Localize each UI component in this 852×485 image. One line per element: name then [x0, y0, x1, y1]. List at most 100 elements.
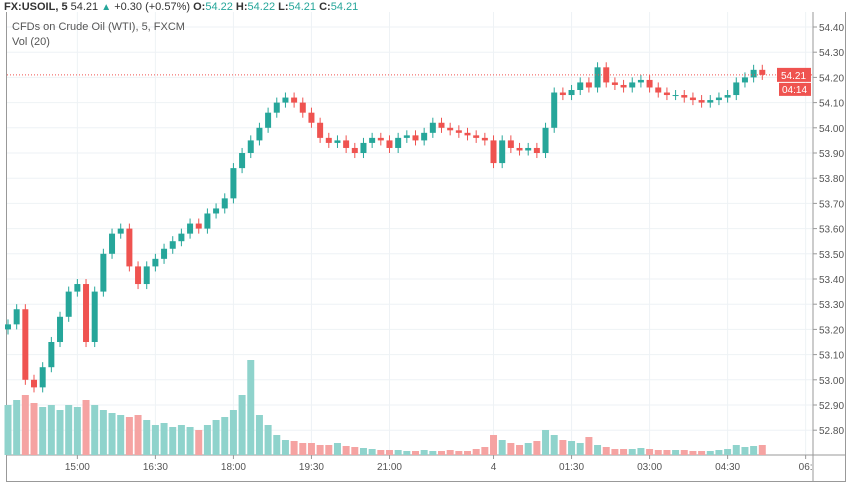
- volume-bar: [542, 430, 550, 455]
- volume-bar: [654, 450, 662, 455]
- candle-body: [724, 95, 731, 98]
- x-tick-label: 19:30: [299, 462, 324, 473]
- candle-body: [126, 228, 133, 267]
- x-tick-label: 16:30: [143, 462, 168, 473]
- candle-body: [412, 135, 419, 141]
- volume-bar: [307, 443, 315, 455]
- symbol: FX:USOIL, 5: [4, 1, 68, 13]
- volume-bar: [169, 427, 177, 455]
- volume-bar: [177, 425, 185, 455]
- volume-bar: [620, 449, 628, 455]
- volume-bar: [359, 448, 367, 455]
- y-tick-label: 53.20: [819, 325, 844, 336]
- candle-body: [169, 241, 176, 249]
- volume-bar: [672, 450, 680, 455]
- volume-bar: [134, 415, 142, 455]
- candle-body: [117, 228, 124, 234]
- candle-body: [533, 147, 540, 153]
- candle-body: [403, 135, 410, 138]
- volume-bar: [377, 450, 385, 455]
- candle-body: [733, 82, 740, 96]
- candle-body: [620, 84, 627, 88]
- y-tick-label: 52.80: [819, 426, 844, 437]
- candle-body: [351, 147, 358, 153]
- volume-bar: [351, 447, 359, 455]
- volume-bar: [490, 435, 498, 455]
- candle-body: [161, 248, 168, 259]
- volume-bar: [732, 445, 740, 455]
- candle-body: [473, 135, 480, 138]
- candle-body: [516, 147, 523, 151]
- x-tick-label: 01:30: [559, 462, 584, 473]
- volume-bar: [568, 441, 576, 455]
- volume-bar: [602, 447, 610, 455]
- y-tick-label: 53.80: [819, 174, 844, 185]
- candle-body: [525, 147, 532, 151]
- volume-bar: [4, 405, 12, 455]
- candle-body: [195, 223, 202, 229]
- candle-body: [291, 97, 298, 103]
- volume-bar: [73, 407, 81, 455]
- volume-bar: [221, 417, 229, 455]
- volume-bar: [637, 448, 645, 455]
- candle-body: [629, 82, 636, 88]
- volume-bar: [30, 403, 38, 455]
- y-tick-label: 54.00: [819, 124, 844, 135]
- x-tick-label: 15:00: [65, 462, 90, 473]
- candle-body: [282, 97, 289, 103]
- volume-bar: [455, 451, 463, 455]
- candle-body: [603, 67, 610, 83]
- candle-body: [204, 213, 211, 229]
- volume-bar: [750, 446, 758, 455]
- y-tick-label: 53.60: [819, 225, 844, 236]
- countdown-label: 04:14: [782, 85, 807, 96]
- y-tick-label: 53.90: [819, 149, 844, 160]
- x-tick-label: 06:: [799, 462, 813, 473]
- candle-body: [22, 309, 29, 380]
- volume-bar: [403, 451, 411, 455]
- chart-legend: CFDs on Crude Oil (WTI), 5, FXCM Vol (20…: [12, 20, 185, 50]
- volume-bar: [715, 450, 723, 455]
- volume-bar: [724, 449, 732, 455]
- candle-body: [135, 266, 142, 285]
- volume-bar: [498, 440, 506, 455]
- volume-bar: [273, 435, 281, 455]
- candle-body: [230, 168, 237, 199]
- candle-body: [698, 100, 705, 103]
- volume-bar: [550, 435, 558, 455]
- candle-body: [48, 342, 55, 368]
- candle-body: [707, 100, 714, 103]
- symbol-header: FX:USOIL, 5 54.21 ▲ +0.30 (+0.57%) O:54.…: [4, 1, 358, 13]
- candle-body: [585, 82, 592, 88]
- candle-body: [663, 92, 670, 96]
- candle-body: [568, 90, 575, 96]
- volume-bar: [13, 400, 21, 455]
- candle-body: [143, 266, 150, 285]
- volume-bar: [481, 447, 489, 455]
- candle-body: [481, 137, 488, 141]
- candle-body: [594, 67, 601, 88]
- candle-body: [741, 77, 748, 83]
- volume-bar: [229, 410, 237, 455]
- volume-bar: [238, 395, 246, 455]
- volume-bar: [446, 450, 454, 455]
- candle-body: [551, 92, 558, 128]
- low-label: L:: [278, 1, 289, 13]
- volume-indicator-label[interactable]: Vol (20): [12, 36, 50, 48]
- candle-body: [178, 233, 185, 242]
- candle-body: [377, 137, 384, 141]
- candle-body: [109, 233, 116, 254]
- candle-body: [57, 316, 64, 342]
- volume-bar: [680, 450, 688, 455]
- candle-body: [490, 140, 497, 164]
- volume-bar: [472, 449, 480, 455]
- volume-bar: [741, 447, 749, 455]
- candle-body: [13, 309, 20, 325]
- last-price: 54.21: [70, 1, 99, 13]
- y-tick-label: 54.10: [819, 99, 844, 110]
- close-value: 54.21: [330, 1, 359, 13]
- volume-bar: [438, 451, 445, 455]
- volume-bar: [368, 449, 376, 455]
- candle-body: [637, 79, 644, 83]
